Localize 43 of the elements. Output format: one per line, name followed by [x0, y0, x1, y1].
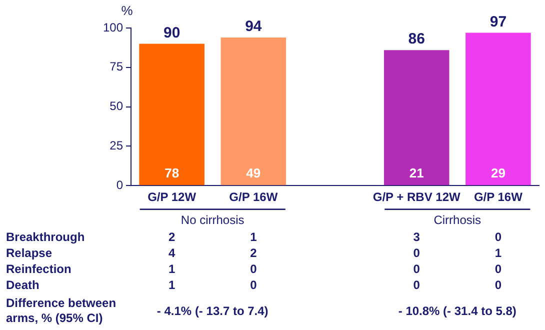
text: - 4.1% (- 13.7 to 7.4): [156, 304, 268, 318]
y-tick-label: 25: [110, 138, 124, 153]
text: 0: [413, 246, 420, 260]
data-label: 86: [408, 30, 425, 48]
text: 0: [250, 278, 257, 292]
x-tick-label: G/P 12W: [148, 190, 197, 204]
x-tick-label: G/P + RBV 12W: [372, 190, 462, 204]
text: Reinfection: [6, 262, 72, 276]
text: No cirrhosis: [180, 212, 244, 227]
data-label: 97: [490, 13, 507, 30]
text: 0: [413, 278, 420, 292]
y-axis-title: %: [121, 3, 134, 18]
text: 1: [168, 262, 176, 276]
x-tick-label: G/P 16W: [474, 190, 524, 204]
text: Difference between arms, % (95% CI): [6, 296, 118, 326]
annotation: 21: [409, 166, 424, 181]
text: 0: [494, 278, 502, 292]
text: 0: [413, 262, 420, 276]
data-label: 94: [245, 18, 262, 36]
y-tick-label: 75: [110, 60, 124, 74]
annotation: 29: [490, 166, 506, 181]
text: 0: [250, 262, 257, 276]
text: 2: [250, 246, 257, 260]
text: - 10.8% (- 31.4 to 5.8): [398, 304, 516, 318]
text: Cirrhosis: [434, 212, 482, 227]
text: 0: [494, 230, 502, 244]
annotation: 78: [164, 166, 180, 181]
annotation: 49: [246, 166, 261, 181]
text: Death: [6, 278, 40, 292]
y-tick-label: 0: [116, 178, 124, 192]
x-tick-label: G/P 16W: [229, 190, 278, 204]
text: 1: [494, 246, 502, 260]
y-tick-label: 50: [110, 99, 124, 114]
text: Relapse: [6, 246, 52, 260]
data-label: 90: [163, 24, 180, 42]
text: Breakthrough: [6, 230, 85, 244]
text: 1: [168, 278, 176, 292]
y-tick-label: 100: [102, 20, 124, 34]
text: 1: [250, 230, 257, 244]
text: 4: [168, 246, 176, 260]
text: 2: [168, 230, 176, 244]
text: 3: [413, 230, 420, 244]
text: 0: [494, 262, 502, 276]
